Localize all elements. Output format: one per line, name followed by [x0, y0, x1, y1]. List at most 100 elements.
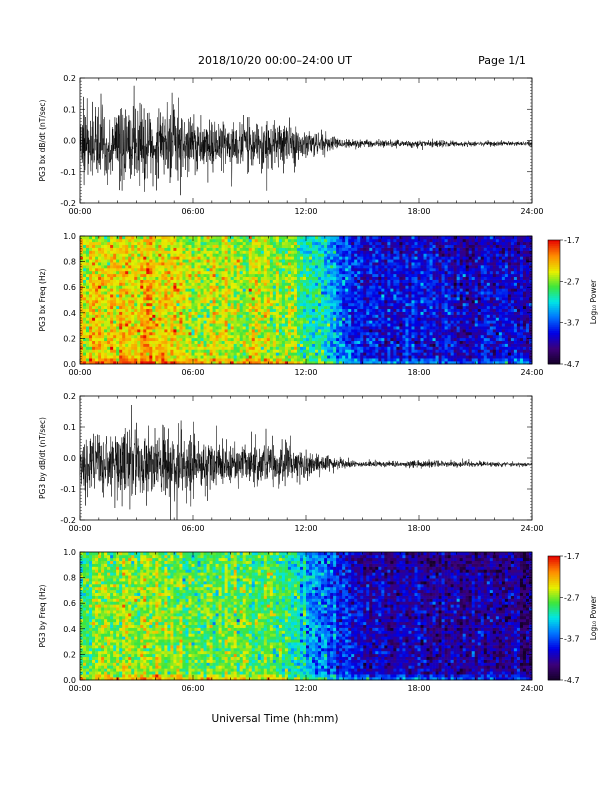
- spectrogram-cell: [212, 291, 216, 295]
- spectrogram-cell: [318, 282, 322, 286]
- spectrogram-cell: [233, 314, 237, 318]
- spectrogram-cell: [230, 291, 234, 295]
- spectrogram-cell: [378, 311, 382, 315]
- spectrogram-cell: [179, 308, 183, 312]
- spectrogram-cell: [170, 250, 174, 254]
- spectrogram-cell: [227, 340, 231, 344]
- spectrogram-cell: [161, 302, 165, 307]
- spectrogram-cell: [272, 329, 277, 333]
- spectrogram-cell: [215, 358, 219, 362]
- spectrogram-cell: [143, 326, 147, 330]
- spectrogram-cell: [152, 317, 156, 321]
- spectrogram-cell: [248, 297, 253, 301]
- spectrogram-cell: [366, 308, 370, 312]
- spectrogram-cell: [146, 361, 150, 365]
- spectrogram-cell: [134, 314, 138, 318]
- spectrogram-cell: [104, 282, 108, 286]
- spectrogram-cell: [372, 253, 376, 257]
- spectrogram-cell: [324, 320, 328, 324]
- spectrogram-cell: [89, 288, 93, 292]
- spectrogram-cell: [86, 236, 90, 240]
- spectrogram-cell: [263, 268, 268, 272]
- spectrogram-cell: [257, 276, 262, 280]
- spectrogram-cell: [149, 358, 153, 362]
- spectrogram-cell: [327, 270, 331, 275]
- spectrogram-cell: [339, 320, 343, 324]
- spectrogram-cell: [281, 244, 286, 248]
- spectrogram-cell: [209, 291, 213, 295]
- spectrogram-cell: [309, 253, 313, 257]
- spectrogram-cell: [239, 343, 244, 347]
- spectrogram-cell: [366, 340, 370, 344]
- spectrogram-cell: [287, 334, 292, 339]
- spectrogram-cell: [293, 308, 298, 312]
- spectrogram-cell: [375, 241, 379, 246]
- spectrogram-cell: [378, 276, 382, 280]
- spectrogram-cell: [104, 305, 108, 310]
- spectrogram-cell: [161, 355, 165, 359]
- spectrogram-cell: [327, 279, 331, 283]
- spectrogram-cell: [224, 282, 228, 286]
- spectrogram-cell: [402, 250, 406, 254]
- spectrogram-cell: [155, 268, 159, 272]
- spectrogram-cell: [143, 268, 147, 272]
- spectrogram-cell: [399, 241, 403, 246]
- spectrogram-cell: [230, 314, 234, 318]
- spectrogram-cell: [281, 343, 286, 347]
- spectrogram-cell: [179, 244, 183, 248]
- spectrogram-cell: [80, 294, 84, 298]
- spectrogram-cell: [354, 355, 358, 359]
- spectrogram-cell: [348, 349, 352, 353]
- spectrogram-cell: [278, 349, 283, 353]
- spectrogram-cell: [263, 352, 268, 356]
- spectrogram-cell: [384, 265, 388, 269]
- spectrogram-cell: [315, 334, 319, 339]
- spectrogram-cell: [302, 291, 307, 295]
- spectrogram-cell: [80, 346, 84, 350]
- spectrogram-cell: [348, 305, 352, 310]
- spectrogram-cell: [188, 300, 192, 304]
- spectrogram-cell: [390, 340, 394, 344]
- spectrogram-cell: [293, 305, 298, 310]
- spectrogram-cell: [161, 334, 165, 339]
- spectrogram-cell: [140, 238, 144, 243]
- spectrogram-cell: [83, 334, 87, 339]
- spectrogram-cell: [215, 273, 219, 278]
- spectrogram-cell: [206, 361, 210, 365]
- spectrogram-cell: [342, 311, 346, 315]
- spectrogram-cell: [137, 334, 141, 339]
- spectrogram-cell: [339, 317, 343, 321]
- spectrogram-cell: [269, 355, 274, 359]
- spectrogram-cell: [405, 294, 409, 298]
- spectrogram-cell: [107, 314, 111, 318]
- spectrogram-cell: [230, 323, 234, 327]
- spectrogram-cell: [306, 300, 310, 304]
- spectrogram-cell: [155, 349, 159, 353]
- spectrogram-cell: [122, 311, 126, 315]
- spectrogram-cell: [269, 311, 274, 315]
- spectrogram-cell: [348, 241, 352, 246]
- spectrogram-cell: [89, 294, 93, 298]
- spectrogram-cell: [312, 302, 316, 307]
- spectrogram-cell: [339, 265, 343, 269]
- spectrogram-cell: [185, 256, 189, 260]
- spectrogram-cell: [399, 300, 403, 304]
- spectrogram-cell: [393, 300, 397, 304]
- spectrogram-cell: [182, 343, 186, 347]
- spectrogram-cell: [299, 340, 304, 344]
- spectrogram-cell: [185, 259, 189, 263]
- spectrogram-cell: [113, 262, 117, 266]
- spectrogram-cell: [137, 244, 141, 248]
- spectrogram-cell: [281, 361, 286, 365]
- spectrogram-cell: [378, 346, 382, 350]
- spectrogram-cell: [345, 352, 349, 356]
- spectrogram-cell: [110, 250, 114, 254]
- spectrogram-cell: [324, 334, 328, 339]
- spectrogram-cell: [384, 285, 388, 289]
- spectrogram-cell: [330, 329, 334, 333]
- spectrogram-cell: [318, 337, 322, 342]
- spectrogram-cell: [194, 259, 198, 263]
- spectrogram-cell: [137, 311, 141, 315]
- spectrogram-cell: [287, 279, 292, 283]
- spectrogram-cell: [275, 262, 280, 266]
